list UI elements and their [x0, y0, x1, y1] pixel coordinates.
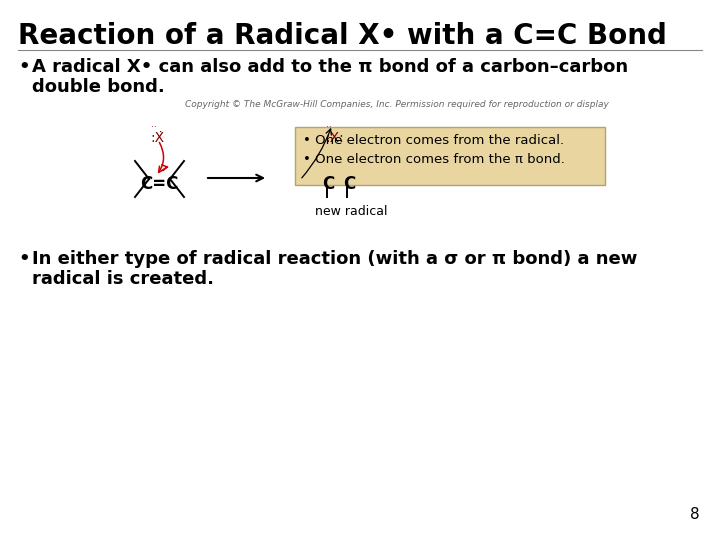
Text: ․․: ․․ [151, 120, 157, 129]
Text: double bond.: double bond. [32, 78, 165, 96]
Text: ․․: ․․ [326, 120, 332, 129]
Text: C=C: C=C [140, 175, 179, 193]
Bar [295, 127, 605, 185]
Text: Reaction of a Radical X• with a C=C Bond: Reaction of a Radical X• with a C=C Bond [18, 22, 667, 50]
Text: new radical: new radical [315, 205, 387, 218]
Text: • One electron comes from the radical.: • One electron comes from the radical. [303, 134, 564, 147]
Text: 8: 8 [690, 507, 700, 522]
Text: radical is created.: radical is created. [32, 270, 214, 288]
Text: C: C [343, 175, 355, 193]
Text: :X:: :X: [325, 131, 343, 145]
Text: :Ẋ: :Ẋ [150, 131, 164, 145]
Text: • One electron comes from the π bond.: • One electron comes from the π bond. [303, 153, 565, 166]
Text: Copyright © The McGraw-Hill Companies, Inc. Permission required for reproduction: Copyright © The McGraw-Hill Companies, I… [185, 100, 609, 109]
Text: In either type of radical reaction (with a σ or π bond) a new: In either type of radical reaction (with… [32, 250, 637, 268]
Text: A radical X• can also add to the π bond of a carbon–carbon: A radical X• can also add to the π bond … [32, 58, 628, 76]
Text: •: • [18, 58, 30, 76]
Text: •: • [18, 250, 30, 268]
Text: C: C [322, 175, 334, 193]
